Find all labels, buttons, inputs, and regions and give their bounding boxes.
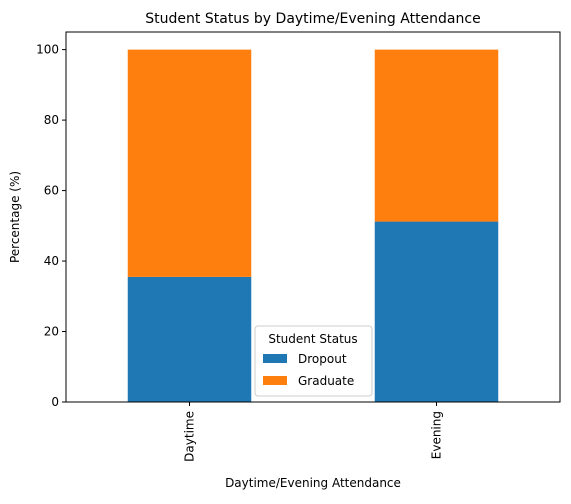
legend-swatch-graduate — [263, 376, 287, 385]
y-tick-label: 80 — [44, 113, 59, 127]
legend-label-dropout: Dropout — [298, 352, 347, 366]
y-axis: 0 20 40 60 80 100 — [36, 43, 66, 409]
x-tick-label-evening: Evening — [430, 411, 444, 459]
x-axis-label: Daytime/Evening Attendance — [225, 476, 401, 490]
x-tick-label-daytime: Daytime — [183, 411, 197, 462]
y-tick-label: 100 — [36, 43, 59, 57]
legend-items: Dropout Graduate — [263, 352, 354, 388]
chart-title: Student Status by Daytime/Evening Attend… — [145, 11, 480, 27]
bars-layer — [127, 49, 499, 402]
x-axis: Daytime Evening — [183, 402, 444, 462]
bar-dropout-evening — [374, 221, 499, 402]
legend: Student Status Dropout Graduate — [254, 325, 373, 397]
bar-graduate-daytime — [127, 49, 252, 277]
legend-swatch-dropout — [263, 354, 287, 363]
y-axis-label: Percentage (%) — [8, 171, 22, 263]
bar-graduate-evening — [374, 49, 499, 222]
legend-title: Student Status — [268, 332, 357, 346]
y-tick-label: 60 — [44, 184, 59, 198]
y-tick-label: 40 — [44, 254, 59, 268]
y-tick-label: 20 — [44, 325, 59, 339]
legend-label-graduate: Graduate — [298, 374, 354, 388]
plot-frame — [65, 31, 561, 403]
y-tick-label: 0 — [51, 395, 59, 409]
bar-dropout-daytime — [127, 276, 252, 402]
